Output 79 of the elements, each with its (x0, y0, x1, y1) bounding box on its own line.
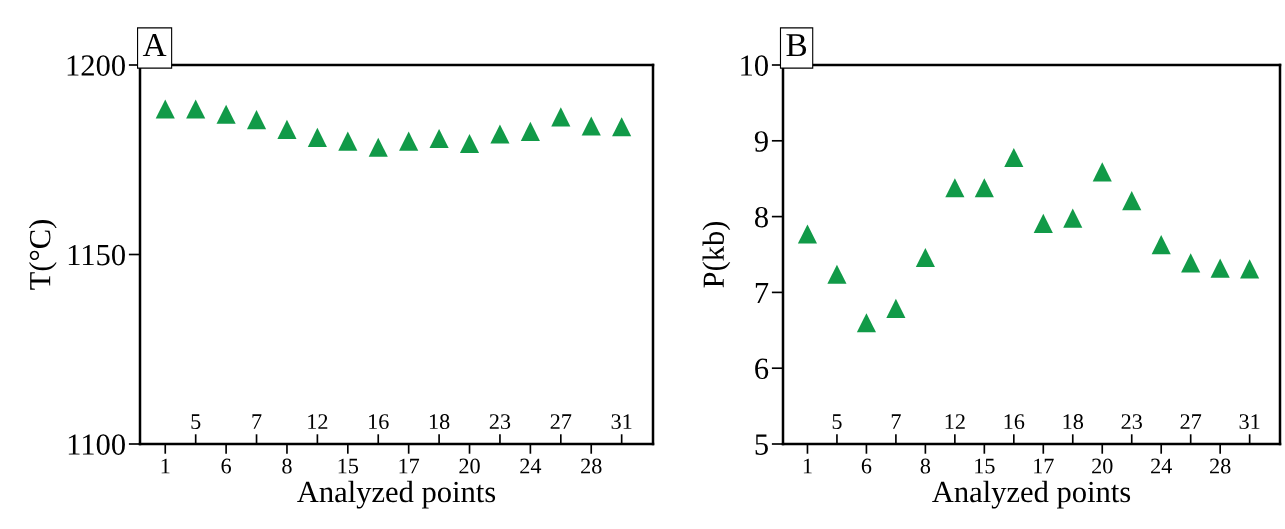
point (1063, 208, 1083, 228)
x-tick-label: 8 (920, 458, 931, 474)
point (155, 99, 175, 119)
point (856, 313, 876, 333)
point (368, 137, 388, 157)
point (246, 110, 267, 130)
point (307, 127, 327, 147)
point (886, 298, 906, 318)
x-tick-label: 24 (520, 458, 542, 474)
y-tick-label: 9 (754, 131, 768, 152)
x-tick-label: 5 (191, 414, 201, 430)
x-tick-label: 5 (832, 414, 842, 430)
x-tick-label: 18 (1063, 414, 1084, 430)
x-tick-label: 8 (282, 458, 292, 474)
y-axis-title: T(°C) (28, 220, 57, 290)
point (429, 128, 449, 149)
x-tick-label: 23 (1121, 414, 1142, 430)
x-tick-label: 23 (489, 414, 511, 430)
y-tick-label: 1150 (68, 244, 125, 266)
x-tick-label: 24 (1151, 458, 1172, 474)
point (338, 131, 358, 151)
x-tick-label: 28 (1210, 458, 1231, 474)
x-tick-label: 6 (861, 458, 872, 474)
x-tick-label: 15 (975, 458, 995, 474)
chart-title: A (142, 34, 167, 57)
point (1092, 162, 1112, 182)
x-tick-label: 17 (399, 458, 420, 474)
point (399, 131, 419, 151)
x-tick-label: 27 (1180, 414, 1202, 429)
point (459, 133, 480, 154)
x-axis-title: Analyzed points (297, 480, 496, 509)
point (827, 264, 847, 284)
point (974, 178, 994, 198)
point (1151, 235, 1171, 255)
y-tick-label: 7 (755, 282, 769, 303)
point (581, 116, 601, 136)
x-tick-label: 16 (1004, 414, 1025, 430)
point (216, 104, 236, 124)
x-tick-label: 7 (252, 414, 262, 429)
x-tick-label: 7 (891, 414, 901, 429)
x-tick-label: 16 (369, 414, 389, 430)
point (277, 119, 297, 139)
point (915, 247, 935, 268)
point (1181, 253, 1201, 273)
x-tick-label: 28 (581, 458, 602, 474)
x-tick-label: 20 (1092, 458, 1113, 474)
x-tick-label: 6 (221, 458, 231, 474)
x-tick-label: 1 (803, 458, 812, 474)
x-tick-label: 15 (338, 458, 359, 474)
point (520, 121, 540, 141)
y-tick-label: 8 (755, 206, 768, 228)
y-tick-label: 10 (741, 55, 768, 76)
y-tick-label: 1200 (67, 55, 125, 76)
x-tick-label: 27 (550, 414, 572, 429)
point (1240, 259, 1260, 279)
x-tick-label: 31 (1239, 414, 1260, 430)
x-tick-label: 18 (429, 414, 450, 430)
point (1210, 258, 1230, 278)
x-tick-label: 1 (161, 458, 170, 474)
x-tick-label: 12 (308, 414, 328, 429)
point (1004, 147, 1024, 168)
x-tick-label: 12 (945, 414, 965, 429)
y-tick-label: 5 (755, 434, 768, 455)
chart-title: B (786, 34, 807, 57)
point (490, 124, 510, 144)
point (551, 107, 571, 127)
y-axis-title: P(kb) (702, 221, 731, 288)
point (1033, 213, 1053, 233)
point (945, 178, 965, 198)
point (612, 117, 632, 137)
y-tick-label: 6 (755, 358, 769, 380)
x-tick-label: 20 (459, 458, 480, 474)
point (186, 99, 206, 119)
point (1122, 191, 1142, 211)
point (797, 224, 818, 244)
y-tick-label: 1100 (68, 434, 125, 455)
x-axis-title: Analyzed points (932, 480, 1131, 509)
x-tick-label: 17 (1034, 458, 1054, 474)
x-tick-label: 31 (611, 414, 632, 430)
